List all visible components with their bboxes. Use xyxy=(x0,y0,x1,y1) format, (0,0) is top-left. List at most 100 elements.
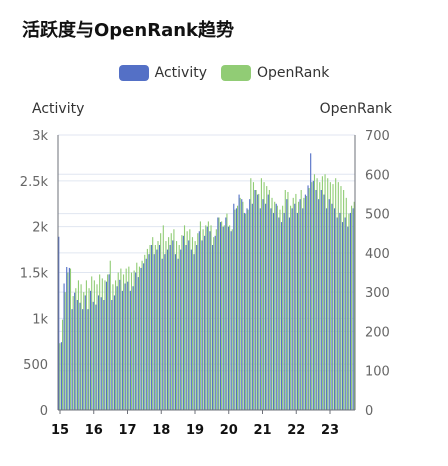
bar-openrank xyxy=(313,174,316,410)
bar-activity xyxy=(209,231,211,410)
bar-activity xyxy=(201,240,203,410)
bar-openrank xyxy=(96,284,98,410)
bar-activity xyxy=(82,309,84,410)
bar-openrank xyxy=(292,197,294,410)
bar-openrank xyxy=(130,272,133,410)
bar-openrank xyxy=(348,213,350,410)
bar-activity xyxy=(214,235,216,410)
bar-activity xyxy=(283,212,285,410)
legend-swatch-activity xyxy=(118,65,149,81)
legend-label-activity: Activity xyxy=(154,65,207,81)
bar-activity xyxy=(58,236,60,410)
bar-openrank xyxy=(276,205,278,410)
bar-openrank xyxy=(69,268,72,410)
bar-openrank xyxy=(199,221,201,410)
bar-activity xyxy=(304,194,306,410)
bar-openrank xyxy=(279,209,281,410)
bar-openrank xyxy=(85,280,87,410)
bar-openrank xyxy=(258,193,260,410)
bar-openrank xyxy=(157,241,159,410)
legend-item-openrank[interactable]: OpenRank xyxy=(220,65,330,81)
bar-activity xyxy=(158,245,161,410)
bar-activity xyxy=(227,226,230,410)
bar-openrank xyxy=(125,268,127,410)
bar-activity xyxy=(312,180,314,410)
bar-activity xyxy=(299,199,301,410)
bar-openrank xyxy=(236,205,239,410)
bar-openrank xyxy=(189,229,191,410)
bar-activity xyxy=(267,194,269,410)
bar-activity xyxy=(132,286,134,410)
bar-openrank xyxy=(205,225,207,410)
bar-activity xyxy=(71,309,73,410)
bar-activity xyxy=(100,297,102,410)
y-right-tick-label: 100 xyxy=(365,365,390,380)
bar-openrank xyxy=(88,288,90,410)
bar-activity xyxy=(84,295,86,410)
bar-activity xyxy=(339,212,341,410)
bar-activity xyxy=(140,267,142,410)
y-left-tick-label: 3k xyxy=(32,129,48,144)
bar-openrank xyxy=(191,237,194,410)
bar-activity xyxy=(68,267,70,410)
bar-activity xyxy=(336,217,338,410)
bar-openrank xyxy=(282,205,284,410)
y-right-tick-label: 300 xyxy=(365,286,390,301)
bar-openrank xyxy=(80,284,82,410)
bar-openrank xyxy=(311,182,313,410)
bar-openrank xyxy=(351,205,353,410)
bar-openrank xyxy=(160,233,162,410)
bar-openrank xyxy=(146,248,148,410)
bar-activity xyxy=(222,226,224,410)
bar-openrank xyxy=(353,201,355,410)
y-right-tick-label: 600 xyxy=(365,168,390,183)
bar-activity xyxy=(177,258,179,410)
bar-openrank xyxy=(324,174,326,410)
bar-activity xyxy=(153,254,155,410)
bar-activity xyxy=(344,217,346,410)
bar-openrank xyxy=(266,186,268,410)
bar-openrank xyxy=(329,182,331,410)
legend-label-openrank: OpenRank xyxy=(256,65,330,81)
legend-item-activity[interactable]: Activity xyxy=(118,65,207,81)
bar-activity xyxy=(262,199,264,410)
bar-openrank xyxy=(59,343,61,410)
bar-activity xyxy=(212,245,214,410)
bar-openrank xyxy=(234,209,236,410)
bar-openrank xyxy=(242,201,244,410)
bar-activity xyxy=(196,245,198,410)
bar-activity xyxy=(111,300,113,410)
bar-openrank xyxy=(168,237,170,410)
bar-activity xyxy=(76,300,78,410)
y-left-tick-label: 1.5k xyxy=(20,267,49,282)
bar-openrank xyxy=(67,272,69,410)
bar-activity xyxy=(257,194,259,410)
bar-openrank xyxy=(72,296,74,410)
bar-activity xyxy=(188,240,190,410)
bar-activity xyxy=(296,212,298,410)
bar-activity xyxy=(318,199,320,410)
bar-openrank xyxy=(61,319,64,410)
bar-openrank xyxy=(176,241,178,410)
bar-openrank xyxy=(173,229,175,410)
bar-openrank xyxy=(154,245,156,410)
bar-openrank xyxy=(300,190,302,410)
bar-openrank xyxy=(194,241,196,410)
bar-activity xyxy=(233,203,235,410)
bar-openrank xyxy=(83,292,85,410)
bar-openrank xyxy=(223,225,225,410)
bar-openrank xyxy=(64,292,66,410)
bar-activity xyxy=(349,212,352,410)
x-tick-label: 21 xyxy=(253,423,271,438)
bar-openrank xyxy=(247,209,249,410)
y-left-tick-label: 2k xyxy=(32,221,48,236)
bar-openrank xyxy=(327,178,329,410)
bar-activity xyxy=(217,217,219,410)
bar-activity xyxy=(265,203,267,410)
legend-swatch-openrank xyxy=(220,65,251,81)
bar-openrank xyxy=(186,231,188,410)
bar-activity xyxy=(328,199,330,410)
bar-activity xyxy=(74,292,76,410)
bar-openrank xyxy=(138,266,140,410)
